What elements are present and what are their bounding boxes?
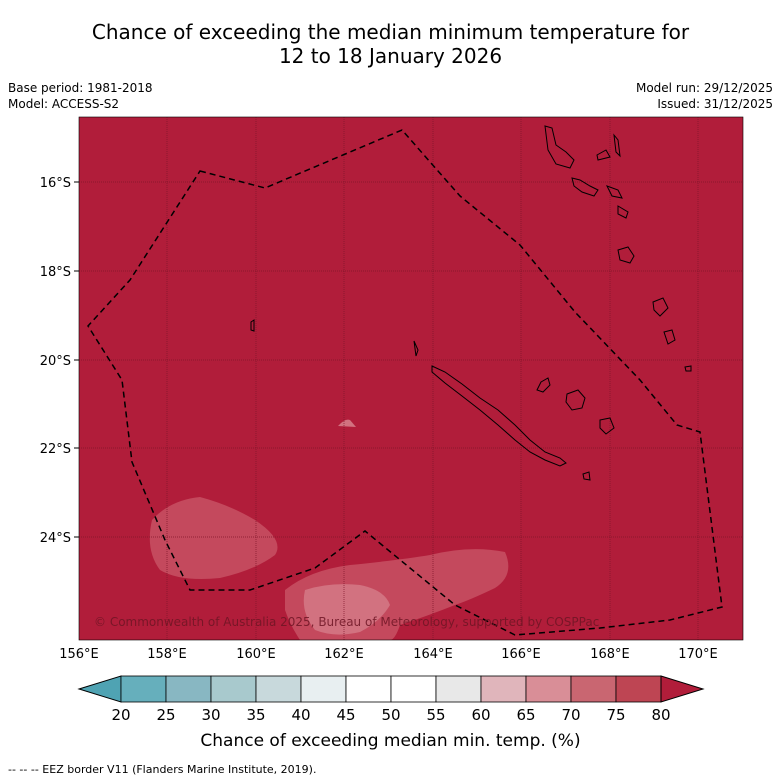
- colorbar-tick-label: 65: [516, 706, 535, 724]
- colorbar-segment: [615, 675, 662, 703]
- model-run: Model run: 29/12/2025: [635, 81, 773, 95]
- model-name: Model: ACCESS-S2: [8, 97, 120, 111]
- title-line-2: 12 to 18 January 2026: [278, 44, 503, 68]
- colorbar-tick-label: 55: [426, 706, 445, 724]
- colorbar-segment: [345, 675, 392, 703]
- colorbar-labels: 20 25 30 35 40 45 50 55 60 65 70 75 80: [111, 706, 670, 724]
- colorbar-tick-label: 75: [606, 706, 625, 724]
- colorbar-segment: [210, 675, 257, 703]
- meta-right: Model run: 29/12/2025 Issued: 31/12/2025: [636, 80, 773, 112]
- probability-zone-small: [338, 419, 356, 427]
- probability-zone-south-inner: [303, 584, 390, 635]
- coastlines: [250, 125, 692, 481]
- colorbar-low-extend: [77, 675, 122, 703]
- colorbar-high-extend: [660, 675, 705, 703]
- colorbar-tick-label: 60: [471, 706, 490, 724]
- lon-tick-label: 158°E: [147, 647, 187, 662]
- island-epi: [617, 205, 629, 219]
- colorbar-tick-label: 25: [156, 706, 175, 724]
- copyright-notice: © Commonwealth of Australia 2025, Bureau…: [94, 615, 599, 629]
- colorbar-segment: [120, 675, 167, 703]
- lon-tick-label: 160°E: [236, 647, 276, 662]
- island-efate: [617, 246, 635, 264]
- lat-tick-label: 22°S: [40, 442, 71, 457]
- island-malakula: [571, 177, 599, 197]
- base-period: Base period: 1981-2018: [8, 81, 153, 95]
- colorbar-segment: [480, 675, 527, 703]
- island-espiritu-santo: [544, 125, 575, 169]
- lon-tick-label: 168°E: [590, 647, 630, 662]
- island-pentecost: [613, 133, 621, 158]
- gridlines: [79, 117, 743, 640]
- lon-tick-label: 170°E: [678, 647, 718, 662]
- map-frame: [78, 116, 744, 641]
- map-title: Chance of exceeding the median minimum t…: [0, 20, 781, 68]
- lat-tick-label: 18°S: [40, 265, 71, 280]
- island-chesterfield: [250, 319, 255, 332]
- colorbar-segment: [525, 675, 572, 703]
- colorbar-segment: [390, 675, 437, 703]
- colorbar-tick-label: 40: [291, 706, 310, 724]
- island-ouvea: [536, 377, 551, 393]
- colorbar-segment: [165, 675, 212, 703]
- island-belep: [413, 340, 419, 357]
- lon-tick-label: 164°E: [413, 647, 453, 662]
- colorbar: 20 25 30 35 40 45 50 55 60 65 70 75 80: [77, 675, 705, 724]
- colorbar-tick-label: 20: [111, 706, 130, 724]
- lon-tick-label: 166°E: [501, 647, 541, 662]
- island-pines: [582, 471, 591, 481]
- colorbar-tick-label: 35: [246, 706, 265, 724]
- island-erromango: [652, 297, 669, 317]
- lat-tick-label: 16°S: [40, 176, 71, 191]
- colorbar-title: Chance of exceeding median min. temp. (%…: [200, 731, 581, 751]
- lon-tick-label: 156°E: [59, 647, 99, 662]
- island-mare: [599, 417, 615, 435]
- colorbar-segment: [570, 675, 617, 703]
- colorbar-tick-label: 80: [651, 706, 670, 724]
- issued-date: Issued: 31/12/2025: [657, 97, 773, 111]
- meta-left: Base period: 1981-2018 Model: ACCESS-S2: [8, 80, 153, 112]
- colorbar-segment: [300, 675, 347, 703]
- colorbar-segments: [120, 675, 662, 703]
- lat-tick-label: 20°S: [40, 354, 71, 369]
- island-new-caledonia: [431, 365, 567, 467]
- island-tanna: [663, 329, 676, 345]
- island-aneityum: [684, 365, 692, 372]
- colorbar-segment: [435, 675, 482, 703]
- colorbar-tick-label: 45: [336, 706, 355, 724]
- colorbar-tick-label: 30: [201, 706, 220, 724]
- island-maewo: [596, 149, 611, 161]
- lat-tick-label: 24°S: [40, 531, 71, 546]
- colorbar-tick-label: 50: [381, 706, 400, 724]
- eez-legend-footer: -- -- -- EEZ border V11 (Flanders Marine…: [8, 763, 317, 776]
- axis-ticks: [74, 181, 79, 538]
- colorbar-tick-label: 70: [561, 706, 580, 724]
- lon-tick-label: 162°E: [324, 647, 364, 662]
- colorbar-segment: [255, 675, 302, 703]
- island-lifou: [565, 389, 586, 411]
- probability-zone-west: [149, 497, 278, 579]
- island-ambrym: [605, 185, 623, 199]
- title-line-1: Chance of exceeding the median minimum t…: [91, 20, 690, 44]
